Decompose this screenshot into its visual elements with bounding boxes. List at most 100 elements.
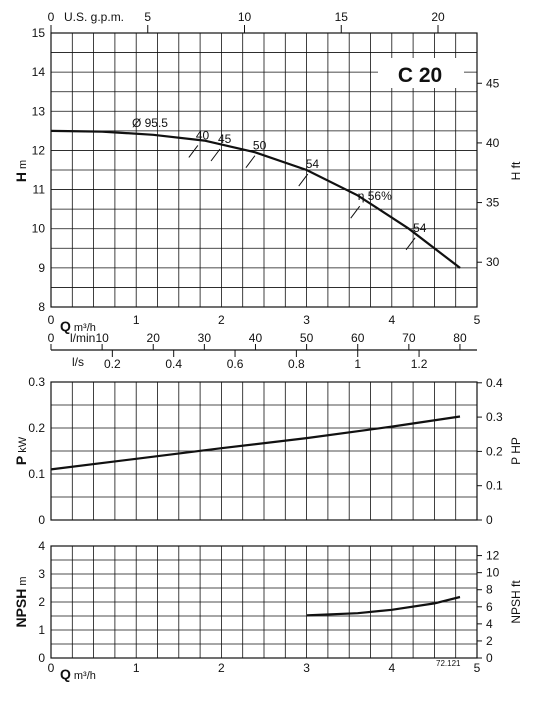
gpm-tick-label: 10 — [238, 10, 252, 24]
gpm-tick-label: 0 — [48, 10, 55, 24]
power-hp-axis-label: P HP — [509, 437, 523, 465]
npsh-ft-tick-label: 0 — [486, 651, 493, 665]
q-tick-label: 4 — [388, 313, 395, 327]
model-title-box — [378, 58, 464, 88]
head-ft-tick-label: 30 — [486, 255, 500, 269]
ls-tick-label: 0.8 — [288, 357, 305, 371]
head-y-tick-label: 13 — [32, 104, 46, 118]
head-y-tick-label: 10 — [32, 222, 46, 236]
head-y-axis-label: Hm — [13, 160, 29, 182]
efficiency-label: 45 — [218, 132, 232, 146]
lmin-tick-label: 10 — [95, 331, 109, 345]
npsh-x-tick-label: 0 — [48, 661, 55, 675]
efficiency-mark — [210, 148, 221, 162]
npsh-y-tick-label: 1 — [38, 623, 45, 637]
power-y-tick-label: 0.3 — [28, 375, 45, 389]
ls-tick-label: 0.4 — [165, 357, 182, 371]
power-hp-tick-label: 0 — [486, 513, 493, 527]
power-grid — [50, 381, 478, 521]
npsh-x-tick-label: 2 — [218, 661, 225, 675]
chart-code: 72.121 — [436, 659, 461, 668]
head-ft-tick-label: 40 — [486, 136, 500, 150]
lmin-axis-label: l/min — [70, 331, 95, 345]
head-y-tick-label: 15 — [32, 26, 46, 40]
npsh-ft-tick-label: 8 — [486, 583, 493, 597]
lmin-zero-label: 0 — [48, 331, 55, 345]
q-tick-label: 1 — [133, 313, 140, 327]
head-y-tick-label: 12 — [32, 143, 46, 157]
power-panel: 0 0.1 0.2 0.3 0 0.1 0.2 0.3 0.4 PkW P HP — [13, 375, 523, 527]
head-ft-tick-label: 45 — [486, 76, 500, 90]
power-hp-tick-label: 0.1 — [486, 479, 503, 493]
lmin-tick-label: 30 — [198, 331, 212, 345]
q-tick-label: 0 — [48, 313, 55, 327]
efficiency-mark — [405, 237, 416, 251]
lmin-tick-label: 20 — [147, 331, 161, 345]
head-panel: 8 9 10 11 12 13 14 15 30 35 40 45 0 5 10 15 20 Ø 95.5 40 4… — [13, 10, 523, 314]
model-title: C 20 — [398, 64, 442, 87]
efficiency-mark — [245, 155, 256, 168]
lmin-tick-label: 40 — [249, 331, 263, 345]
lmin-tick-label: 60 — [351, 331, 365, 345]
efficiency-label: 50 — [253, 139, 267, 153]
flow-axes-ticks: 0 1 2 3 4 5 10 20 30 40 50 60 70 80 0 0.2 0.4 0.6 0.8 1 1.2 — [48, 313, 481, 371]
power-y-axis-label: PkW — [13, 436, 29, 465]
power-hp-tick-label: 0.2 — [486, 444, 503, 458]
gpm-tick-label: 20 — [431, 10, 445, 24]
npsh-ft-tick-label: 4 — [486, 617, 493, 631]
ls-axis-label: l/s — [72, 355, 84, 369]
power-y-tick-label: 0.1 — [28, 467, 45, 481]
efficiency-mark — [350, 205, 361, 219]
npsh-ft-tick-label: 10 — [486, 566, 500, 580]
npsh-x-tick-label: 1 — [133, 661, 140, 675]
ls-tick-label: 1.2 — [411, 357, 428, 371]
power-hp-tick-label: 0.4 — [486, 376, 503, 390]
npsh-x-tick-label: 5 — [474, 661, 481, 675]
efficiency-label: 54 — [306, 157, 320, 171]
head-ticks: 8 9 10 11 12 13 14 15 30 35 40 45 0 5 10 15 20 — [32, 10, 500, 314]
npsh-ft-axis-label: NPSH ft — [509, 580, 523, 624]
efficiency-mark — [298, 173, 309, 187]
efficiency-label: 54 — [413, 221, 427, 235]
power-y-tick-label: 0.2 — [28, 421, 45, 435]
gpm-tick-label: 15 — [335, 10, 349, 24]
npsh-y-tick-label: 3 — [38, 567, 45, 581]
lmin-tick-label: 50 — [300, 331, 314, 345]
lmin-tick-label: 70 — [402, 331, 416, 345]
q-tick-label: 2 — [218, 313, 225, 327]
npsh-grid — [50, 545, 478, 659]
npsh-ft-tick-label: 6 — [486, 600, 493, 614]
npsh-ft-tick-label: 2 — [486, 634, 493, 648]
efficiency-label: η 56% — [358, 189, 392, 203]
head-curve-line — [50, 129, 461, 269]
npsh-x-tick-label: 4 — [388, 661, 395, 675]
npsh-curve-line — [306, 595, 461, 617]
npsh-y-tick-label: 2 — [38, 595, 45, 609]
npsh-ft-tick-label: 12 — [486, 549, 500, 563]
lmin-tick-label: 80 — [453, 331, 467, 345]
power-y-tick-label: 0 — [38, 513, 45, 527]
npsh-y-tick-label: 0 — [38, 651, 45, 665]
efficiency-mark — [188, 145, 199, 158]
head-ft-axis-label: H ft — [509, 161, 523, 180]
head-grid — [50, 32, 478, 308]
npsh-x-tick-label: 3 — [303, 661, 310, 675]
head-y-tick-label: 8 — [38, 300, 45, 314]
efficiency-label: Ø 95.5 — [132, 116, 168, 130]
head-annotations: Ø 95.5 40 45 50 54 η 56% 54 — [132, 116, 427, 251]
ls-tick-label: 0.2 — [104, 357, 121, 371]
head-y-tick-label: 9 — [38, 261, 45, 275]
gpm-tick-label: 5 — [144, 10, 151, 24]
npsh-y-tick-label: 4 — [38, 539, 45, 553]
ls-tick-label: 1 — [354, 357, 361, 371]
power-hp-tick-label: 0.3 — [486, 410, 503, 424]
head-ft-tick-label: 35 — [486, 196, 500, 210]
q-tick-label: 3 — [303, 313, 310, 327]
npsh-y-axis-label: NPSHm — [13, 576, 29, 627]
